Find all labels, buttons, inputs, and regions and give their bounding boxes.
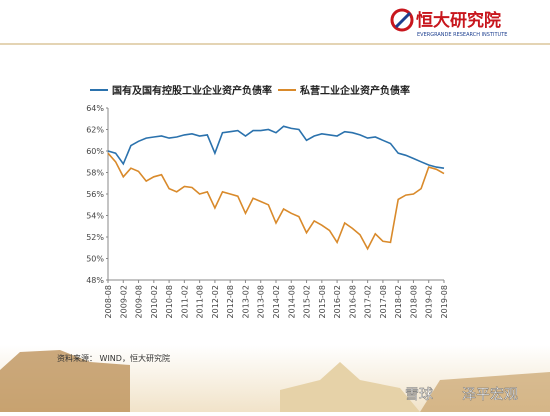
y-tick-label: 58% [86, 169, 104, 178]
logo-mark [390, 8, 414, 32]
y-tick-label: 54% [86, 212, 104, 221]
x-tick-label: 2019-02 [425, 285, 434, 318]
y-tick-label: 48% [86, 276, 104, 285]
building-left [0, 350, 130, 412]
x-tick-label: 2015-02 [303, 285, 312, 318]
brand: 恒大研究院 [416, 10, 501, 31]
x-tick-label: 2010-02 [150, 285, 159, 318]
x-tick-label: 2012-02 [211, 285, 220, 318]
y-tick-label: 52% [86, 233, 104, 242]
y-tick-label: 56% [86, 190, 104, 199]
x-tick-label: 2016-08 [348, 285, 357, 318]
watermark-site: 雪球 [405, 387, 433, 403]
y-tick-label: 64% [86, 104, 104, 113]
x-tick-label: 2018-02 [394, 285, 403, 318]
x-tick-label: 2016-02 [333, 285, 342, 318]
x-tick-label: 2012-08 [226, 285, 235, 318]
brand-en: EVERGRANDE RESEARCH INSTITUTE [417, 32, 507, 38]
source: 资料来源： WIND，恒大研究院 [57, 353, 170, 363]
x-tick-label: 2014-02 [272, 285, 281, 318]
x-tick-label: 2008-08 [104, 285, 113, 318]
x-tick-label: 2009-08 [135, 285, 144, 318]
y-tick-label: 62% [86, 126, 104, 135]
x-tick-label: 2018-08 [409, 285, 418, 318]
x-tick-label: 2013-02 [241, 285, 250, 318]
x-tick-label: 2017-08 [379, 285, 388, 318]
watermark-account: 泽平宏观 [462, 387, 518, 403]
x-tick-label: 2013-08 [257, 285, 266, 318]
y-tick-label: 60% [86, 147, 104, 156]
x-tick-label: 2019-08 [440, 285, 449, 318]
y-tick-label: 50% [86, 255, 104, 264]
x-tick-label: 2015-08 [318, 285, 327, 318]
legend-label: 私营工业企业资产负债率 [299, 84, 410, 97]
chart: 48% 50% 52% 54% 56% 58% 60% 62% 64% 2008-08 2009-0… [86, 84, 449, 318]
x-tick-label: 2017-02 [364, 285, 373, 318]
building-center [280, 362, 420, 412]
x-tick-label: 2014-08 [287, 285, 296, 318]
legend-label: 国有及国有控股工业企业资产负债率 [112, 84, 272, 97]
x-tick-label: 2011-08 [196, 285, 205, 318]
logo-stroke [394, 11, 412, 29]
x-tick-label: 2011-02 [180, 285, 189, 318]
line [107, 152, 445, 251]
x-tick-label: 2010-08 [165, 285, 174, 318]
line [107, 125, 445, 169]
building-right [420, 372, 550, 412]
x-tick-label: 2009-02 [119, 285, 128, 318]
